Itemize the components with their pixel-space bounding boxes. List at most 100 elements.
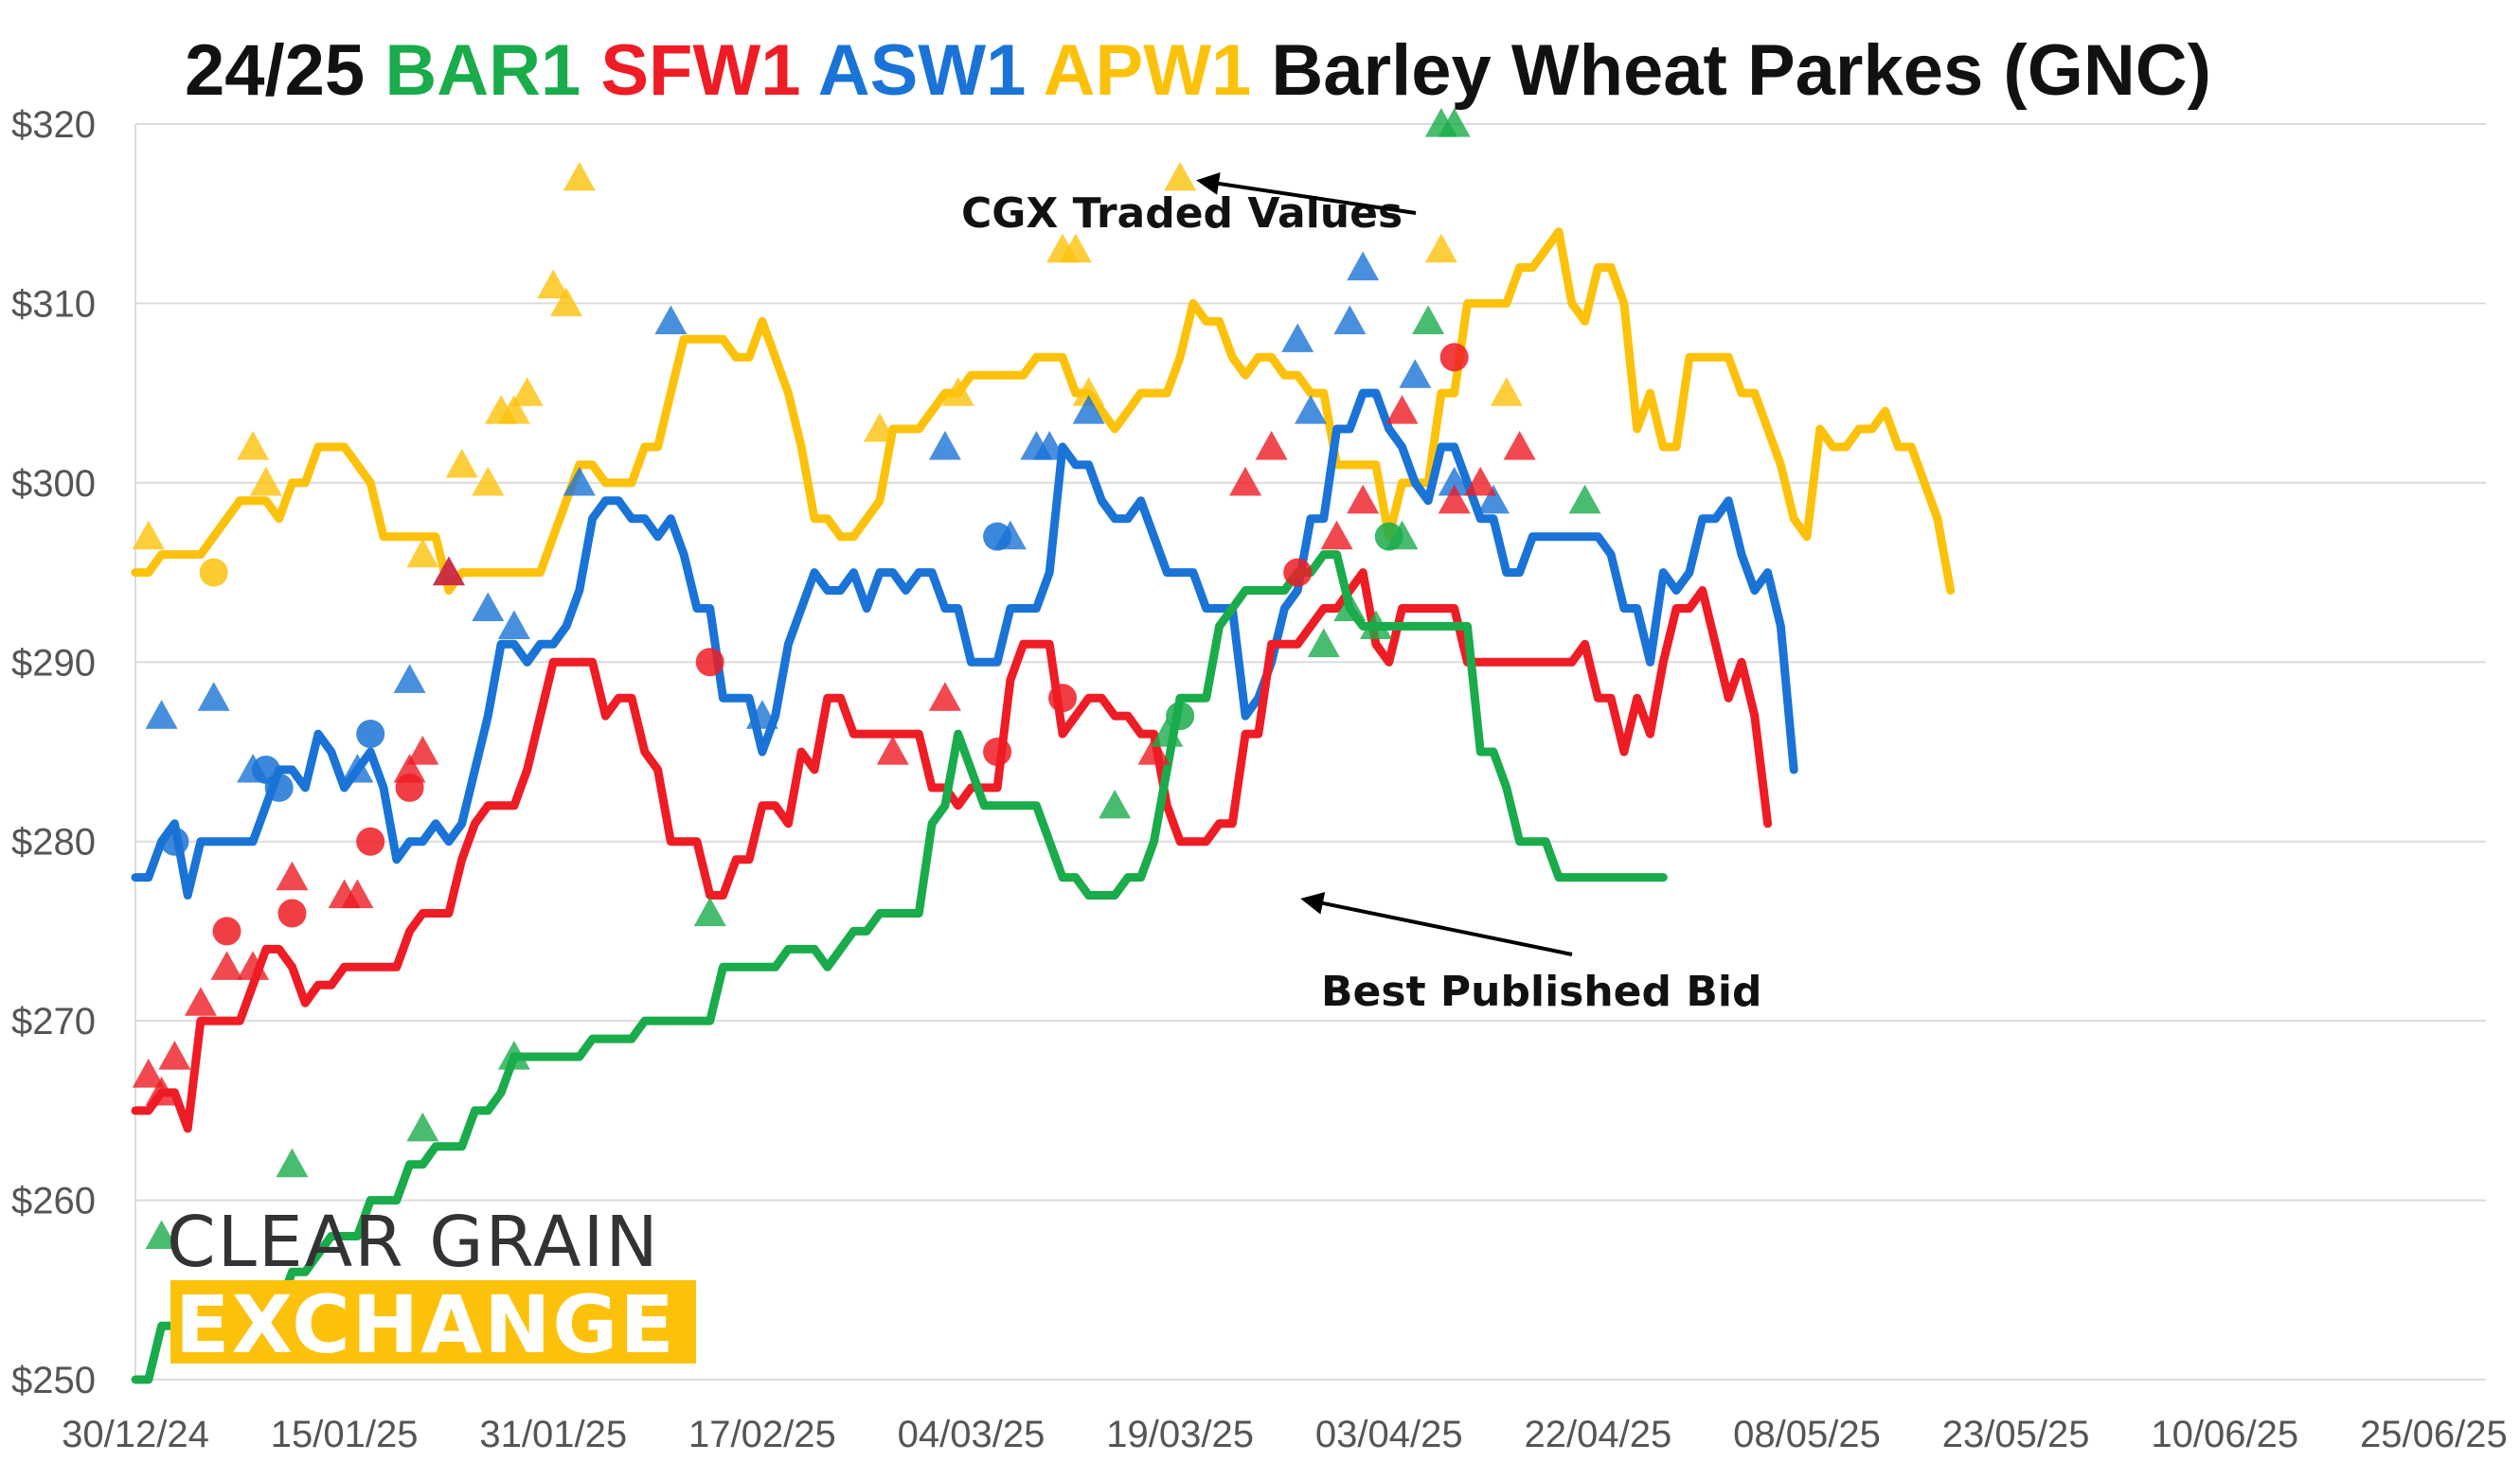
y-tick-label: $310	[11, 283, 96, 325]
traded-value-point	[1477, 484, 1510, 514]
traded-value-point	[1359, 610, 1392, 639]
traded-value-point	[1048, 684, 1078, 713]
traded-value-point	[264, 773, 294, 802]
traded-value-point	[1464, 466, 1497, 496]
title-part-3: ASW1	[818, 30, 1044, 111]
title-part-4: APW1	[1044, 30, 1272, 111]
traded-value-point	[1490, 377, 1523, 406]
traded-value-point	[563, 161, 596, 191]
clear-grain-exchange-logo: CLEAR GRAIN EXCHANGE	[167, 1202, 696, 1371]
traded-value-point	[1374, 522, 1403, 551]
traded-value-point	[1164, 161, 1197, 191]
traded-value-point	[406, 1112, 439, 1142]
traded-value-point	[1059, 233, 1092, 263]
logo-band	[170, 1280, 696, 1364]
traded-value-point	[341, 753, 374, 783]
traded-value-point	[928, 430, 961, 460]
title-part-0: 24/25	[185, 30, 384, 111]
annotation-arrow-best-published-bid	[1300, 892, 1573, 956]
title-part-2: SFW1	[600, 30, 817, 111]
traded-value-point	[160, 827, 189, 856]
traded-value-point	[1295, 395, 1327, 424]
traded-value-point	[695, 648, 724, 677]
title-part-1: BAR1	[384, 30, 600, 111]
x-tick-label: 30/12/24	[62, 1414, 209, 1455]
x-tick-label: 17/02/25	[688, 1414, 836, 1455]
chart-title: 24/25 BAR1 SFW1 ASW1 APW1 Barley Wheat P…	[185, 30, 2211, 111]
series-line-sfw1	[131, 568, 1773, 1133]
traded-value-point	[1438, 108, 1471, 137]
traded-value-point	[277, 899, 307, 928]
traded-value-point	[145, 1076, 178, 1106]
traded-value-point	[212, 917, 241, 946]
traded-value-point	[1072, 377, 1105, 406]
traded-value-point	[341, 879, 374, 909]
x-axis: 30/12/24 15/01/25 31/01/25 17/02/25 04/03/25…	[62, 1414, 2508, 1455]
traded-value-point	[276, 1148, 309, 1178]
traded-value-point	[393, 753, 426, 783]
traded-value-point	[132, 520, 165, 550]
annotation-cgx-traded-values: CGX Traded Values	[961, 189, 1403, 238]
traded-value-point	[876, 736, 909, 765]
traded-value-point	[1255, 430, 1288, 460]
x-tick-label: 03/04/25	[1315, 1414, 1463, 1455]
traded-value-point	[510, 377, 544, 406]
y-tick-label: $280	[11, 822, 96, 864]
traded-value-point	[1333, 305, 1367, 334]
annotation-best-published-bid: Best Published Bid	[1321, 968, 1761, 1016]
traded-value-point	[184, 987, 217, 1016]
traded-value-point	[432, 556, 465, 586]
traded-value-point	[393, 664, 426, 693]
traded-value-point	[1151, 718, 1184, 747]
traded-value-point	[563, 466, 596, 496]
traded-value-point	[197, 682, 230, 711]
logo-line2: EXCHANGE	[175, 1278, 676, 1371]
traded-value-point	[210, 951, 243, 980]
traded-value-point	[1438, 466, 1471, 496]
traded-value-point	[1283, 558, 1313, 587]
traded-value-point	[1033, 430, 1066, 460]
traded-value-point	[497, 610, 530, 639]
traded-value-point	[132, 1058, 165, 1088]
traded-value-point	[1072, 395, 1105, 424]
y-axis: $250 $260 $270 $280 $290 $300 $310 $320	[11, 104, 96, 1401]
title-part-5: Barley Wheat Parkes (GNC)	[1271, 30, 2211, 111]
traded-value-point	[472, 466, 505, 496]
traded-value-point	[406, 736, 439, 765]
traded-value-point	[1281, 323, 1314, 352]
annotation-arrow-cgx-traded-values	[1196, 172, 1417, 215]
traded-value-point	[356, 827, 385, 856]
traded-value-point	[941, 377, 974, 406]
traded-value-point	[1424, 233, 1457, 263]
traded-value-point	[1568, 484, 1601, 514]
gridlines	[134, 123, 2486, 1381]
traded-value-point	[1137, 736, 1171, 765]
y-tick-label: $260	[11, 1181, 96, 1222]
traded-value-point	[249, 466, 282, 496]
traded-value-point	[356, 720, 385, 749]
traded-value-point	[158, 1041, 191, 1070]
traded-value-point	[1412, 305, 1445, 334]
x-tick-label: 04/03/25	[898, 1414, 1046, 1455]
traded-value-point	[928, 682, 961, 711]
traded-value-point	[1229, 466, 1262, 496]
x-tick-label: 23/05/25	[1942, 1414, 2090, 1455]
y-tick-label: $290	[11, 642, 96, 684]
traded-value-point	[1438, 484, 1471, 514]
traded-value-point	[237, 951, 270, 980]
traded-value-point	[497, 1041, 530, 1070]
traded-value-point	[445, 448, 478, 478]
traded-value-point	[550, 287, 583, 317]
traded-value-point	[1347, 484, 1380, 514]
traded-value-point	[745, 700, 778, 729]
traded-value-point	[1166, 702, 1195, 731]
traded-value-point	[537, 269, 570, 299]
traded-value-point	[693, 897, 726, 927]
traded-value-point	[1399, 359, 1432, 388]
traded-value-point	[863, 413, 896, 442]
x-tick-label: 19/03/25	[1106, 1414, 1254, 1455]
traded-value-point	[145, 1220, 178, 1250]
x-tick-label: 22/04/25	[1525, 1414, 1672, 1455]
series-line-asw1	[131, 388, 1798, 900]
traded-value-markers	[132, 108, 1601, 1250]
